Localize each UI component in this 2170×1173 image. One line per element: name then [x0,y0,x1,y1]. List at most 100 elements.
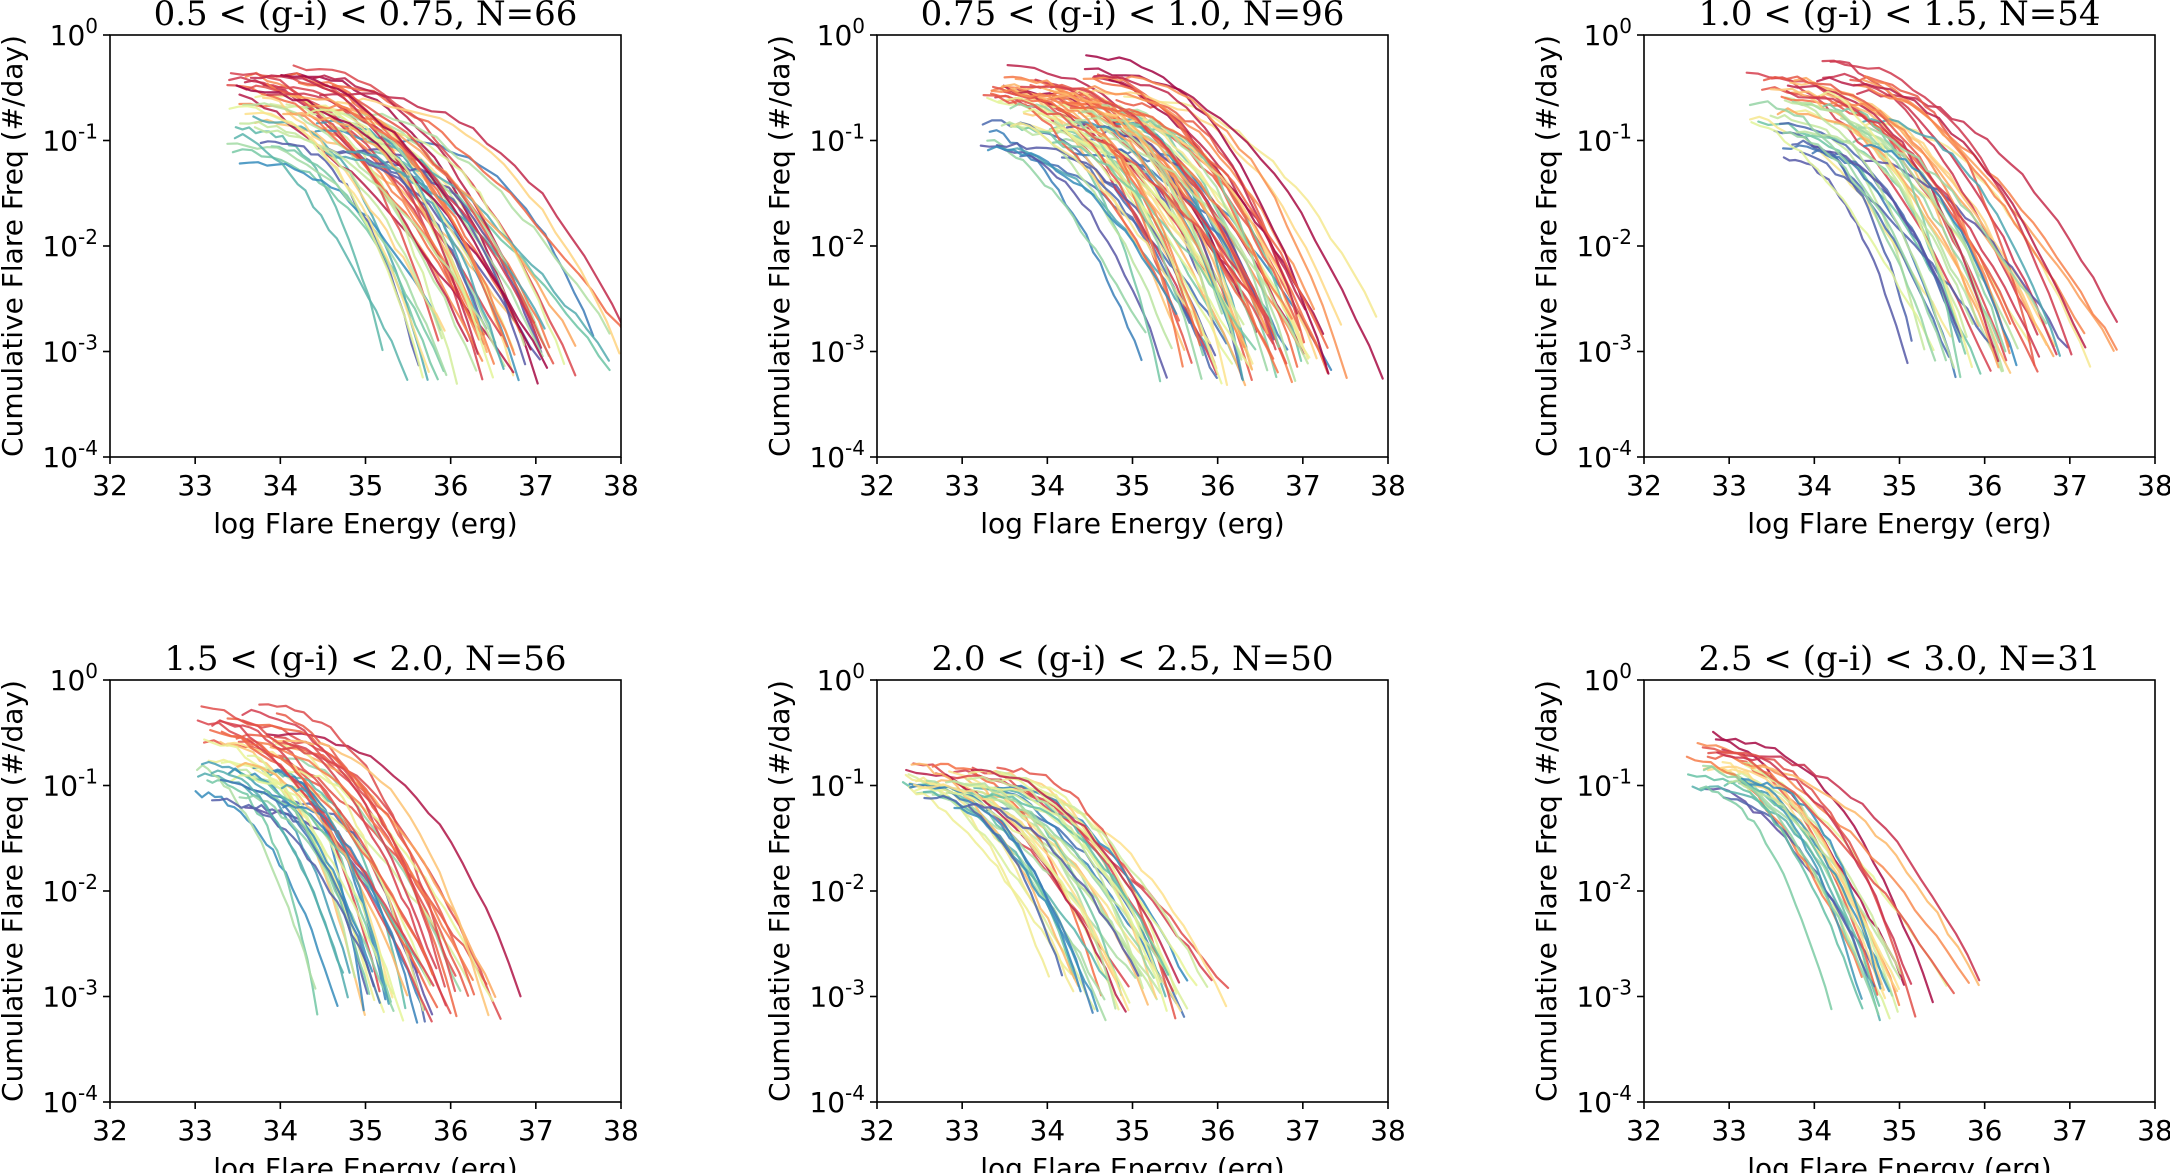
series-line [1730,755,1970,984]
series-line [1083,67,1384,380]
series-line [982,93,1265,315]
x-tick-label: 38 [603,469,639,502]
series-line [1783,99,1955,369]
y-tick-label: 10-3 [42,331,98,369]
y-tick-label: 10-4 [42,1081,98,1119]
series-line [1740,777,1891,993]
x-tick-label: 36 [1200,469,1236,502]
series-line [242,102,478,372]
x-tick-label: 34 [1030,1114,1066,1147]
x-tick-label: 35 [1882,1114,1918,1147]
series-line [1795,130,1974,325]
x-tick-label: 37 [2052,1114,2088,1147]
series-line [967,802,1140,977]
series-line [907,785,1073,976]
series-line [280,73,532,351]
series-line [1060,156,1218,379]
series-line [219,740,366,1017]
chart-title: 1.5 < (g-i) < 2.0, N=56 [164,639,566,679]
y-tick-label: 10-2 [809,225,865,263]
series-line [272,739,490,1017]
series-line [1821,59,2073,356]
series-line [1081,132,1309,365]
series-line [246,754,395,995]
y-tick-label: 10-3 [1576,331,1632,369]
y-tick-label: 100 [50,14,98,52]
series-line [912,783,1130,1012]
x-tick-label: 36 [433,1114,469,1147]
x-tick-label: 32 [1626,1114,1662,1147]
series-line [986,139,1147,334]
x-tick-label: 33 [944,1114,980,1147]
series-line [1810,144,1963,338]
series-line [259,140,420,367]
series-line [990,88,1203,337]
series-line [209,728,434,976]
series-line [1037,94,1254,371]
series-line [206,779,319,1016]
y-axis-label: Cumulative Flare Freq (#/day) [1530,680,1563,1102]
series-group [901,762,1230,1022]
series-line [1721,748,1981,982]
x-axis-label: log Flare Energy (erg) [980,1152,1284,1173]
series-line [931,762,1103,997]
series-line [345,150,505,370]
y-tick-label: 100 [817,14,865,52]
series-line [986,145,1178,315]
series-line [194,790,339,1008]
series-line [956,776,1118,983]
series-line [226,83,440,342]
series-line [262,96,446,332]
x-tick-label: 37 [2052,469,2088,502]
series-line [1750,121,1935,352]
series-line [1069,105,1329,349]
y-tick-label: 10-2 [42,870,98,908]
x-axis-label: log Flare Energy (erg) [213,1152,517,1173]
chart-title: 1.0 < (g-i) < 1.5, N=54 [1698,0,2100,34]
series-line [910,762,1080,988]
series-line [238,794,395,1013]
series-line [1799,101,2019,350]
series-line [306,108,494,379]
plot-frame [1643,679,2156,1103]
series-line [280,783,390,1005]
y-tick-label: 10-2 [1576,225,1632,263]
series-line [233,133,409,381]
series-line [292,64,577,377]
y-axis-label: Cumulative Flare Freq (#/day) [0,680,29,1102]
series-line [370,112,611,335]
series-line [1090,98,1293,320]
y-tick-label: 10-1 [42,120,98,158]
x-tick-label: 32 [859,469,895,502]
series-line [1723,780,1864,1010]
y-tick-label: 10-2 [42,225,98,263]
series-line [1051,140,1257,351]
x-tick-label: 32 [92,469,128,502]
series-line [1830,100,2011,355]
x-tick-label: 37 [518,469,554,502]
y-axis-label: Cumulative Flare Freq (#/day) [1530,35,1563,457]
series-line [230,774,432,987]
panel-6: 32 33 34 35 36 37 38 100 10-1 10-2 10-3 10-4 2.5 < (… [1530,639,2170,1173]
series-line [935,784,1162,995]
x-tick-label: 35 [1882,469,1918,502]
series-line [1769,113,1926,351]
y-tick-label: 10-1 [809,765,865,803]
series-line [1748,115,1952,338]
series-line [336,97,621,355]
y-tick-label: 10-3 [809,331,865,369]
series-group [1745,59,2118,379]
series-line [1822,102,1962,379]
series-line [331,84,621,329]
series-line [1727,779,1902,980]
panel-4: 32 33 34 35 36 37 38 100 10-1 10-2 10-3 10-4 1.5 < (… [0,639,639,1173]
x-tick-label: 38 [1370,1114,1406,1147]
series-line [923,794,1064,977]
y-tick-label: 100 [1584,14,1632,52]
x-tick-label: 33 [1711,469,1747,502]
series-line [1019,85,1277,351]
series-line [246,737,474,982]
series-line [266,92,536,324]
x-tick-label: 38 [603,1114,639,1147]
x-tick-label: 34 [1030,469,1066,502]
